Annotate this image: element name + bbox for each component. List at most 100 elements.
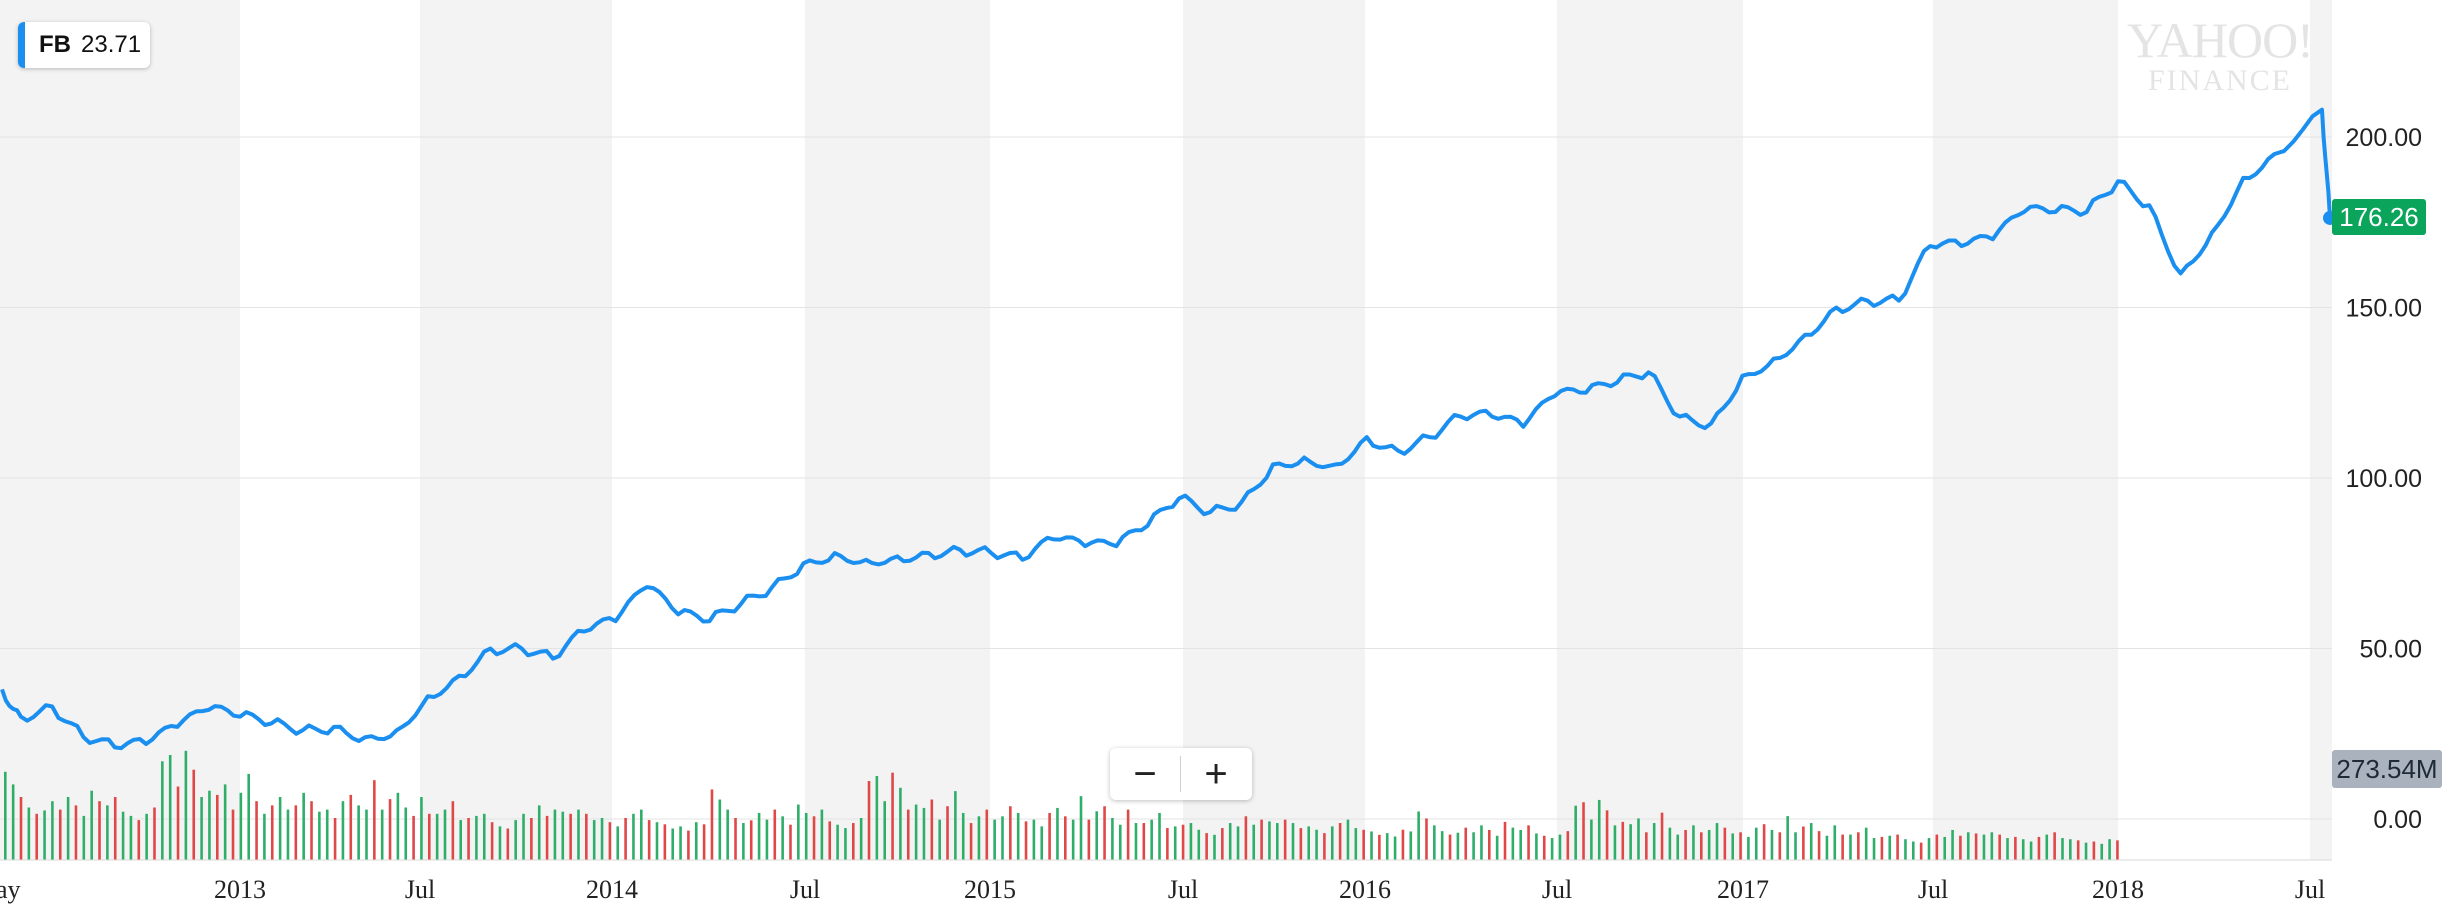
volume-bar <box>616 826 620 860</box>
volume-bar <box>1817 831 1821 860</box>
volume-bar <box>561 811 565 860</box>
volume-bar <box>1935 834 1939 860</box>
volume-bar <box>1982 834 1986 860</box>
volume-bar <box>310 801 313 860</box>
volume-bar <box>373 780 376 860</box>
volume-bar <box>577 809 580 860</box>
volume-bar <box>1024 821 1028 860</box>
x-tick-label: 2018 <box>2092 875 2144 904</box>
volume-bar <box>694 822 698 860</box>
volume-bar <box>443 809 447 860</box>
volume-bar <box>286 809 290 860</box>
volume-bar <box>1802 826 1805 860</box>
watermark-line-1: YAHOO! <box>2127 12 2314 68</box>
volume-bar <box>333 818 337 860</box>
volume-bar <box>781 816 784 860</box>
volume-bar <box>1197 829 1201 860</box>
volume-bar <box>192 769 196 860</box>
period-band <box>1933 0 2118 860</box>
volume-bar <box>1189 823 1193 860</box>
volume-bar <box>1794 832 1797 860</box>
volume-bar <box>1276 823 1279 860</box>
volume-bar <box>2092 841 2096 860</box>
price-line <box>0 107 2332 751</box>
volume-bar <box>1629 824 1632 860</box>
volume-bar <box>1126 809 1130 860</box>
volume-bar <box>899 787 902 860</box>
volume-bar <box>1707 829 1711 860</box>
y-axis-tick-labels: 0.00 50.00 100.00 150.00 200.00 <box>2346 124 2422 834</box>
volume-bar <box>749 820 753 860</box>
volume-bar <box>1299 828 1303 860</box>
volume-bar <box>1166 828 1169 860</box>
volume-bar <box>1260 819 1263 860</box>
volume-bar <box>867 781 871 860</box>
volume-bar <box>1747 836 1750 860</box>
volume-bar <box>1425 818 1428 860</box>
series-legend[interactable]: FB 23.71 <box>18 22 150 68</box>
volume-bar <box>161 761 164 860</box>
volume-bar <box>459 820 463 860</box>
volume-bar <box>514 820 517 860</box>
volume-bar <box>836 824 839 860</box>
volume-bar <box>569 813 572 860</box>
volume-bar <box>1079 796 1083 860</box>
volume-bar <box>1354 828 1358 860</box>
volume-bar <box>1739 832 1742 860</box>
volume-bar <box>773 809 777 860</box>
volume-bar <box>1723 827 1727 860</box>
volume-bar <box>4 771 7 860</box>
volume-bar <box>1307 826 1311 860</box>
volume-bar <box>113 797 117 860</box>
zoom-out-button[interactable]: − <box>1133 752 1157 796</box>
volume-bar <box>1118 824 1122 860</box>
volume-bar <box>859 818 863 860</box>
volume-bar <box>2021 839 2025 860</box>
volume-bar <box>1016 812 1020 860</box>
volume-bar <box>1291 823 1295 860</box>
volume-bar <box>2014 836 2017 860</box>
volume-bar <box>1417 811 1420 860</box>
volume-bar <box>1142 823 1146 860</box>
volume-bar <box>51 801 54 860</box>
volume-bar <box>742 823 745 860</box>
volume-bar <box>66 797 70 860</box>
volume-bar <box>1315 829 1318 860</box>
volume-bar <box>906 809 910 860</box>
x-tick-label: Jul <box>1168 875 1198 904</box>
volume-bar <box>19 797 23 860</box>
volume-bar <box>954 791 957 860</box>
volume-bar <box>1990 832 1994 860</box>
x-tick-label: Jul <box>1542 875 1572 904</box>
y-tick-label: 50.00 <box>2359 636 2422 664</box>
series-color-swatch <box>18 22 25 68</box>
volume-bar <box>1637 818 1640 860</box>
volume-bar <box>977 816 981 860</box>
volume-bar <box>600 818 604 860</box>
volume-bar <box>1857 832 1860 860</box>
volume-bar <box>1951 829 1954 860</box>
volume-bar <box>522 813 525 860</box>
volume-bar <box>1480 825 1483 860</box>
watermark-line-2: FINANCE <box>2147 64 2292 97</box>
volume-bar <box>428 813 431 860</box>
volume-bar <box>852 823 855 860</box>
volume-bar <box>1009 806 1012 860</box>
volume-bar <box>1236 826 1240 860</box>
volume-bar <box>592 820 596 860</box>
volume-bar <box>255 801 258 860</box>
volume-bar <box>247 773 251 860</box>
volume-bar <box>1786 816 1789 860</box>
volume-bar <box>168 755 172 860</box>
volume-bar <box>624 818 627 860</box>
volume-bar <box>789 824 792 860</box>
volume-bar <box>2100 843 2104 860</box>
volume-bar <box>726 809 729 860</box>
volume-bar <box>1495 835 1499 860</box>
volume-bar <box>1071 819 1075 860</box>
volume-bar <box>1150 819 1153 860</box>
zoom-in-button[interactable]: + <box>1204 752 1228 796</box>
volume-bar <box>98 801 101 860</box>
volume-bar <box>1919 842 1923 860</box>
